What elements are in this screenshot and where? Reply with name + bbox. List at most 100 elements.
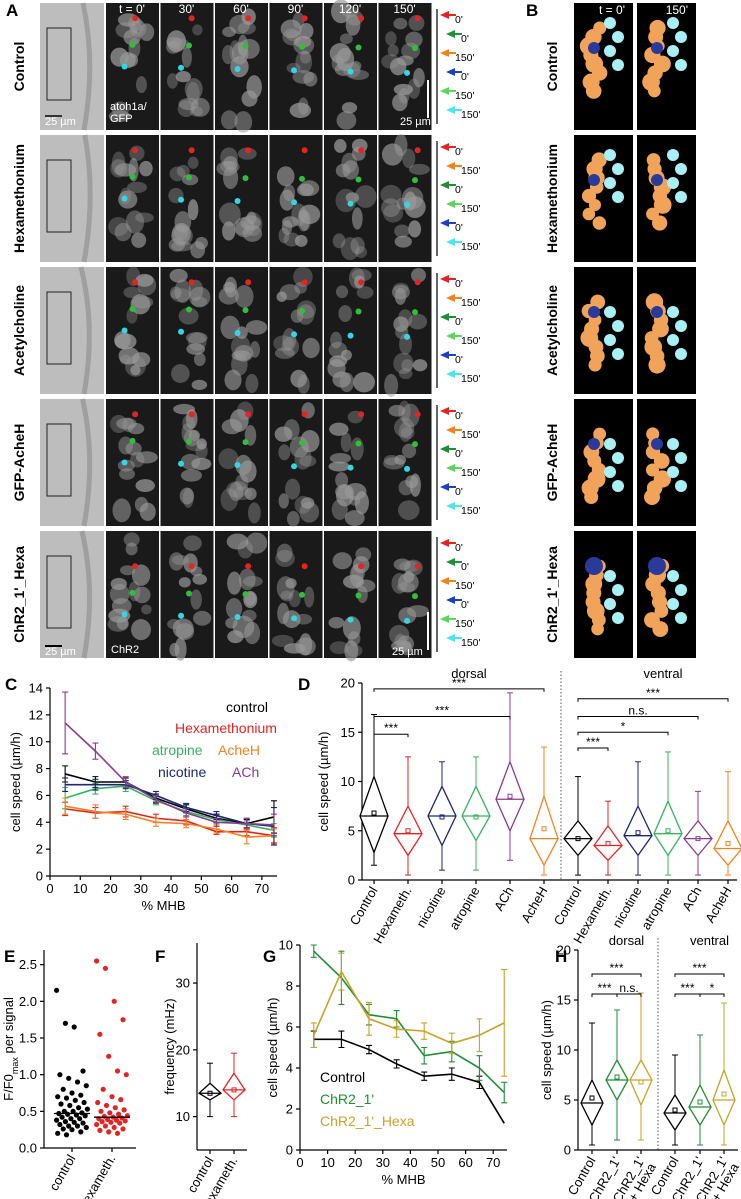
model-cell [667,306,679,318]
data-point [78,1092,84,1098]
data-point [80,1068,86,1074]
data-point [58,1101,64,1107]
cell [393,558,411,571]
arrow-label: 0' [461,71,469,83]
arrow-label: 0' [461,33,469,45]
arrow-label: 150' [461,203,481,215]
tracked-cell [299,43,305,50]
model-cell [667,334,679,346]
y-tick-label: 5 [564,1093,571,1108]
cell [381,198,401,218]
tracked-cell [347,68,354,75]
cell [293,266,313,287]
data-point [83,1124,89,1131]
y-tick-label: 10 [341,774,355,789]
cell [123,532,140,547]
cell [335,188,357,213]
y-tick-label: 20 [176,1042,190,1057]
y-axis-label: cell speed (µm/h) [265,998,280,1098]
tracked-cell [186,174,192,181]
cell [191,457,212,471]
mean-marker [665,828,671,834]
row-label: ChR2_1'_Hexa [544,546,560,643]
tracked-cell [299,307,305,314]
cell [341,152,358,173]
tracked-cell [355,176,362,183]
cell [191,296,208,307]
mean-marker [697,1099,703,1105]
model-cell [675,163,687,175]
arrow [440,313,456,321]
cell [114,163,137,177]
y-tick-label: 10 [29,734,43,749]
data-point [62,1119,68,1125]
cell [173,403,196,415]
series-line [64,805,275,838]
model-cell [652,621,669,637]
data-point [76,1105,82,1111]
tracked-cell [186,42,192,49]
tracked-cell [414,147,421,154]
tracked-cell [299,439,305,446]
cell [289,102,312,119]
cell [394,454,407,465]
arrow [440,87,456,95]
brightfield-image [40,3,104,130]
model-cell [612,348,624,360]
tracked-cell [358,147,365,154]
cell [126,181,148,194]
cell [112,498,132,523]
series-line [65,783,275,828]
y-tick-label: 10 [176,1109,190,1124]
cell [393,352,414,375]
legend-label: Control [320,1069,365,1085]
cell [304,586,315,608]
model-cell [653,453,670,469]
arrow-label: 150' [461,505,481,517]
data-point [98,1108,104,1114]
cell [356,286,374,299]
cell [391,572,408,594]
cell [169,38,190,51]
cell [221,44,235,65]
x-tick-label: atropine [446,884,482,932]
cell [189,286,211,308]
cell [280,590,294,602]
cell [241,90,258,107]
cell [230,56,249,78]
mean-marker [575,836,581,842]
cell [190,241,206,259]
significance-label: *** [597,981,611,995]
model-cell [604,45,616,57]
data-point [108,1119,114,1125]
row-label: Acetylcholine [11,285,27,376]
tracked-cell [234,66,241,73]
error-bar [501,969,508,1077]
tracked-cell [404,333,411,340]
cell [168,238,186,252]
arrow [440,483,456,491]
cell [119,468,135,480]
arrow [440,275,456,283]
channel-label-line: atoh1a/ [110,101,148,113]
data-point [63,1095,70,1101]
error-bar [310,1022,317,1049]
y-tick-label: 5 [348,823,355,838]
cell [192,24,203,36]
model-cell [667,570,679,582]
data-point [70,1108,76,1114]
cell [397,500,420,521]
y-tick-label: 1.5 [19,1031,37,1046]
y-tick-label: 0 [36,869,43,884]
arrow-label: 0' [455,486,463,498]
y-axis-label: frequency (mHz) [162,998,177,1094]
significance-label: *** [435,703,449,717]
arrow-label: 150' [461,241,481,253]
scale-bar-label: 25 µm [45,646,76,658]
data-point [122,1118,128,1124]
data-point [55,1130,61,1136]
cell [399,560,420,573]
data-point [102,965,108,971]
data-point [69,1127,75,1133]
cell [354,185,377,208]
